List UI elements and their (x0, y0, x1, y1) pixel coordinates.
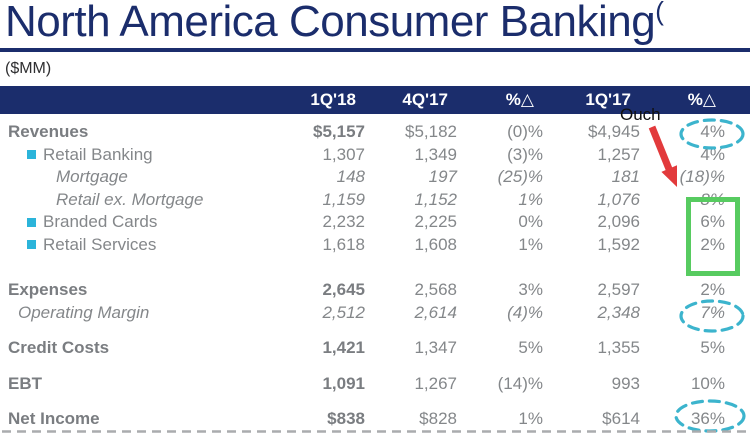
cell-value: 4% (700, 144, 725, 164)
cell-value: 2,096 (597, 212, 640, 231)
cell-value: 1,076 (597, 189, 640, 209)
cell-value: $5,182 (405, 122, 457, 141)
cell-value: 1,152 (414, 189, 457, 209)
square-bullet-icon (27, 217, 36, 227)
cell-value: 2,597 (597, 280, 640, 299)
cell-value: 1,421 (322, 338, 365, 357)
table-header-row: 1Q'18 4Q'17 %△ 1Q'17 %△ (0, 86, 750, 114)
cell-value: 1% (518, 409, 543, 428)
table-row-retail-services: Retail Services 1,618 1,608 1% 1,592 2% (0, 234, 730, 257)
cell-value: 2,512 (322, 302, 365, 322)
cell-value: 1,355 (597, 338, 640, 357)
cell-value: $838 (327, 409, 365, 428)
square-bullet-icon (27, 240, 36, 250)
page-title-text: North America Consumer Banking (5, 0, 656, 46)
row-label: Expenses (8, 280, 88, 299)
cell-value: 2,232 (322, 212, 365, 231)
cell-value: 2% (700, 234, 725, 254)
table-row-credit-costs: Credit Costs 1,421 1,347 5% 1,355 5% (0, 337, 730, 360)
table-row-expenses: Expenses 2,645 2,568 3% 2,597 2% (0, 279, 730, 302)
cell-value: (0)% (507, 122, 543, 141)
cell-value: 1,091 (322, 373, 365, 393)
page-title: North America Consumer Banking( (5, 0, 664, 47)
table-row-branded-cards: Branded Cards 2,232 2,225 0% 2,096 6% (0, 211, 730, 234)
table-row-ebt: EBT 1,091 1,267 (14)% 993 10% (0, 373, 730, 396)
col-header-empty (0, 86, 280, 114)
cell-value: 993 (611, 373, 640, 393)
cell-value: 2,614 (414, 302, 457, 322)
cell-value: 4% (700, 122, 725, 141)
square-bullet-icon (27, 150, 36, 160)
cell-value: (25)% (497, 167, 543, 186)
cell-value: 10% (690, 373, 725, 393)
table-row-retail-banking: Retail Banking 1,307 1,349 (3)% 1,257 4% (0, 144, 730, 167)
units-label: ($MM) (5, 60, 52, 77)
row-label: EBT (8, 373, 42, 393)
footnote-marker: ( (655, 0, 664, 26)
table-row-revenues: Revenues $5,157 $5,182 (0)% $4,945 4% (0, 121, 730, 144)
row-label: Branded Cards (43, 212, 158, 231)
row-label: Retail Services (43, 234, 157, 254)
cell-value: 1,267 (414, 373, 457, 393)
cell-value: 0% (518, 212, 543, 231)
cell-value: 1,159 (322, 189, 365, 209)
table-row-net-income: Net Income $838 $828 1% $614 36% (0, 408, 730, 431)
table-row-operating-margin: Operating Margin 2,512 2,614 (4)% 2,348 … (0, 302, 730, 325)
cell-value: 2,348 (597, 302, 640, 322)
cell-value: 3% (518, 280, 543, 299)
row-label: Retail Banking (43, 144, 153, 164)
cell-value: 1,608 (414, 234, 457, 254)
title-underline (0, 48, 750, 52)
cell-value: $828 (419, 409, 457, 428)
col-header-1q18: 1Q'18 (310, 90, 356, 109)
col-header-4q17: 4Q'17 (402, 90, 448, 109)
cell-value: 36% (690, 409, 725, 428)
row-label: Retail ex. Mortgage (56, 189, 204, 209)
cell-value: 1,307 (322, 144, 365, 164)
col-header-pct-delta-qoq: %△ (505, 90, 534, 109)
cell-value: 2,568 (414, 280, 457, 299)
table-row-mortgage: Mortgage 148 197 (25)% 181 (18)% (0, 166, 730, 189)
cell-value: 6% (700, 212, 725, 231)
row-label: Mortgage (56, 167, 128, 186)
cell-value: $614 (602, 409, 640, 428)
row-label: Revenues (8, 122, 89, 141)
cell-value: 181 (611, 167, 640, 186)
cell-value: $4,945 (588, 122, 640, 141)
cell-value: $5,157 (313, 122, 365, 141)
cell-value: 1% (518, 234, 543, 254)
cell-value: 148 (336, 167, 365, 186)
cell-value: 5% (518, 338, 543, 357)
cell-value: 1,257 (597, 144, 640, 164)
table-body: Revenues $5,157 $5,182 (0)% $4,945 4% Re… (0, 114, 750, 431)
cell-value: (18)% (679, 167, 725, 186)
cell-value: 1,592 (597, 234, 640, 254)
cell-value: (4)% (507, 302, 543, 322)
cell-value: 7% (700, 302, 725, 322)
cell-value: 5% (700, 338, 725, 357)
cell-value: 1,349 (414, 144, 457, 164)
col-header-pct-delta-yoy: %△ (687, 90, 716, 109)
cell-value: 1,347 (414, 338, 457, 357)
row-label: Credit Costs (8, 338, 110, 357)
cell-value: 8% (700, 189, 725, 209)
cell-value: 197 (428, 167, 457, 186)
cell-value: 2,225 (414, 212, 457, 231)
cell-value: (14)% (497, 373, 543, 393)
col-header-1q17: 1Q'17 (585, 90, 631, 109)
row-label: Net Income (8, 409, 100, 428)
row-label: Operating Margin (18, 302, 150, 322)
cell-value: 1,618 (322, 234, 365, 254)
cell-value: 2% (700, 280, 725, 299)
table-row-retail-ex-mortgage: Retail ex. Mortgage 1,159 1,152 1% 1,076… (0, 189, 730, 212)
cell-value: 1% (518, 189, 543, 209)
cell-value: (3)% (507, 144, 543, 164)
cell-value: 2,645 (322, 280, 365, 299)
